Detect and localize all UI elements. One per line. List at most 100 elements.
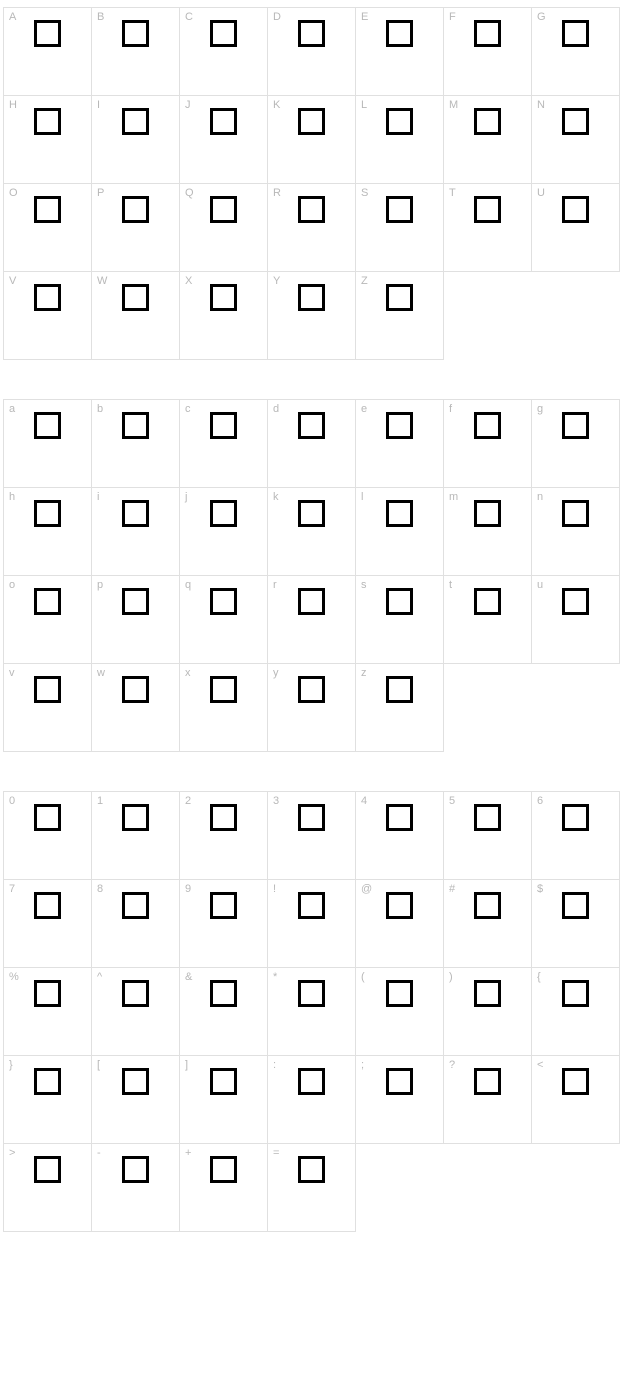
glyph-row: OPQRSTU (4, 184, 636, 272)
glyph-cell[interactable]: E (355, 7, 444, 96)
glyph-cell[interactable]: [ (91, 1055, 180, 1144)
glyph-cell[interactable]: F (443, 7, 532, 96)
glyph-cell[interactable]: c (179, 399, 268, 488)
glyph-cell[interactable]: : (267, 1055, 356, 1144)
missing-glyph-icon (210, 588, 237, 615)
glyph-cell[interactable]: O (3, 183, 92, 272)
glyph-cell[interactable]: Z (355, 271, 444, 360)
glyph-cell[interactable]: + (179, 1143, 268, 1232)
glyph-cell[interactable]: J (179, 95, 268, 184)
glyph-cell[interactable]: h (3, 487, 92, 576)
glyph-cell[interactable]: 4 (355, 791, 444, 880)
glyph-cell[interactable]: & (179, 967, 268, 1056)
glyph-label: # (449, 883, 455, 895)
glyph-cell[interactable]: $ (531, 879, 620, 968)
glyph-cell[interactable]: N (531, 95, 620, 184)
glyph-cell[interactable]: 3 (267, 791, 356, 880)
glyph-cell[interactable]: ! (267, 879, 356, 968)
glyph-cell[interactable]: ? (443, 1055, 532, 1144)
glyph-cell[interactable]: 0 (3, 791, 92, 880)
glyph-cell[interactable]: l (355, 487, 444, 576)
glyph-cell[interactable]: e (355, 399, 444, 488)
missing-glyph-icon (386, 20, 413, 47)
glyph-cell[interactable]: 1 (91, 791, 180, 880)
glyph-cell[interactable]: } (3, 1055, 92, 1144)
glyph-cell[interactable]: u (531, 575, 620, 664)
glyph-cell[interactable]: V (3, 271, 92, 360)
glyph-cell[interactable]: H (3, 95, 92, 184)
glyph-cell[interactable]: f (443, 399, 532, 488)
glyph-cell[interactable]: k (267, 487, 356, 576)
missing-glyph-icon (562, 412, 589, 439)
glyph-cell[interactable]: R (267, 183, 356, 272)
glyph-cell[interactable]: b (91, 399, 180, 488)
missing-glyph-icon (474, 588, 501, 615)
glyph-label: [ (97, 1059, 100, 1071)
glyph-cell[interactable]: K (267, 95, 356, 184)
glyph-cell[interactable]: I (91, 95, 180, 184)
glyph-cell[interactable]: ^ (91, 967, 180, 1056)
glyph-cell[interactable]: C (179, 7, 268, 96)
glyph-label: z (361, 667, 367, 679)
missing-glyph-icon (474, 412, 501, 439)
missing-glyph-icon (474, 500, 501, 527)
glyph-cell[interactable]: p (91, 575, 180, 664)
missing-glyph-icon (34, 20, 61, 47)
glyph-cell[interactable]: ] (179, 1055, 268, 1144)
glyph-cell[interactable]: g (531, 399, 620, 488)
glyph-cell[interactable]: 9 (179, 879, 268, 968)
glyph-cell[interactable]: D (267, 7, 356, 96)
glyph-cell[interactable]: * (267, 967, 356, 1056)
glyph-cell[interactable]: s (355, 575, 444, 664)
glyph-cell[interactable]: Q (179, 183, 268, 272)
glyph-cell[interactable]: < (531, 1055, 620, 1144)
glyph-cell[interactable]: ( (355, 967, 444, 1056)
glyph-cell[interactable]: W (91, 271, 180, 360)
missing-glyph-icon (34, 412, 61, 439)
glyph-cell[interactable]: M (443, 95, 532, 184)
glyph-cell[interactable]: @ (355, 879, 444, 968)
glyph-cell[interactable]: j (179, 487, 268, 576)
glyph-label: 4 (361, 795, 367, 807)
glyph-cell[interactable]: x (179, 663, 268, 752)
glyph-cell[interactable]: Y (267, 271, 356, 360)
glyph-cell[interactable]: % (3, 967, 92, 1056)
glyph-cell[interactable]: y (267, 663, 356, 752)
glyph-cell[interactable]: # (443, 879, 532, 968)
glyph-cell[interactable]: P (91, 183, 180, 272)
glyph-label: i (97, 491, 99, 503)
glyph-cell[interactable]: X (179, 271, 268, 360)
glyph-label: h (9, 491, 15, 503)
glyph-cell[interactable]: r (267, 575, 356, 664)
glyph-cell[interactable]: i (91, 487, 180, 576)
glyph-cell[interactable]: 8 (91, 879, 180, 968)
glyph-cell[interactable]: 7 (3, 879, 92, 968)
glyph-cell[interactable]: o (3, 575, 92, 664)
glyph-cell[interactable]: v (3, 663, 92, 752)
glyph-cell[interactable]: z (355, 663, 444, 752)
glyph-cell[interactable]: 5 (443, 791, 532, 880)
glyph-cell[interactable]: t (443, 575, 532, 664)
glyph-cell[interactable]: 2 (179, 791, 268, 880)
glyph-cell[interactable]: m (443, 487, 532, 576)
glyph-cell[interactable]: U (531, 183, 620, 272)
glyph-cell[interactable]: = (267, 1143, 356, 1232)
glyph-cell[interactable]: n (531, 487, 620, 576)
glyph-cell[interactable]: A (3, 7, 92, 96)
glyph-cell[interactable]: q (179, 575, 268, 664)
glyph-cell[interactable]: d (267, 399, 356, 488)
glyph-cell[interactable]: T (443, 183, 532, 272)
glyph-cell[interactable]: ; (355, 1055, 444, 1144)
glyph-cell[interactable]: ) (443, 967, 532, 1056)
glyph-cell[interactable]: B (91, 7, 180, 96)
glyph-cell[interactable]: - (91, 1143, 180, 1232)
glyph-cell[interactable]: S (355, 183, 444, 272)
glyph-cell[interactable]: > (3, 1143, 92, 1232)
glyph-cell[interactable]: L (355, 95, 444, 184)
missing-glyph-icon (386, 1068, 413, 1095)
glyph-cell[interactable]: { (531, 967, 620, 1056)
glyph-cell[interactable]: w (91, 663, 180, 752)
glyph-cell[interactable]: G (531, 7, 620, 96)
glyph-cell[interactable]: a (3, 399, 92, 488)
glyph-cell[interactable]: 6 (531, 791, 620, 880)
